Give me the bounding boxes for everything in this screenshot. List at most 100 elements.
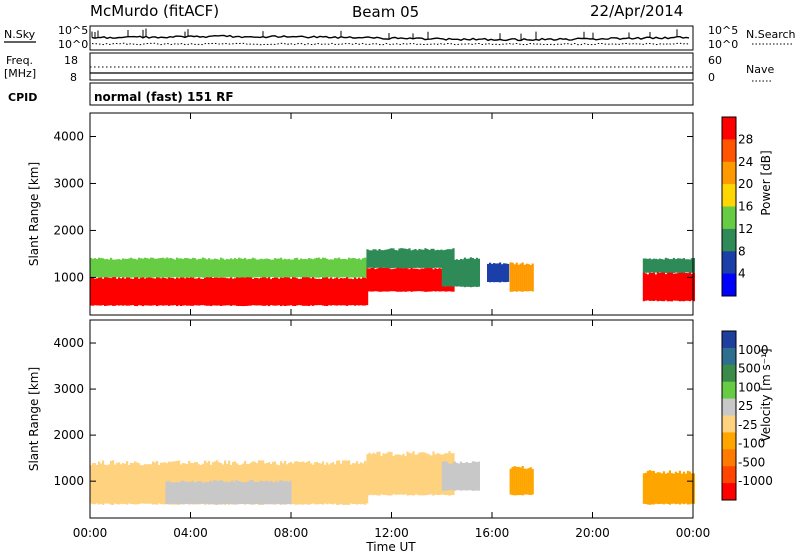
heatmap-cell (414, 249, 417, 269)
heatmap-cell (90, 258, 93, 278)
heatmap-cell (646, 258, 649, 273)
heatmap-cell (690, 258, 693, 273)
heatmap-cell (662, 271, 665, 302)
heatmap-cell (686, 259, 689, 273)
colorbar-swatch (722, 466, 736, 484)
heatmap-cell (264, 258, 267, 278)
heatmap-cell (232, 278, 235, 306)
heatmap-cell (260, 277, 263, 306)
y-tick-label: 1000 (53, 270, 84, 284)
heatmap-cell (416, 250, 419, 268)
heatmap-cell (287, 482, 290, 504)
heatmap-cell (380, 250, 383, 268)
heatmap-cell (509, 262, 512, 292)
heatmap-cell (670, 271, 673, 302)
heatmap-cell (272, 277, 275, 306)
heatmap-cell (674, 273, 677, 301)
heatmap-cell (342, 259, 345, 278)
colorbar-tick-label: -500 (738, 455, 765, 469)
noise-tick-right-low: 10^0 (708, 38, 738, 51)
heatmap-cell (467, 258, 470, 287)
heatmap-cell (461, 463, 464, 491)
heatmap-cell (519, 263, 522, 292)
heatmap-cell (426, 267, 429, 292)
nsearch-label: N.Search (746, 28, 796, 41)
heatmap-cell (654, 473, 657, 504)
heatmap-cell (225, 481, 228, 505)
heatmap-cell (358, 258, 361, 278)
heatmap-cell (308, 258, 311, 278)
heatmap-cell (130, 257, 133, 278)
heatmap-cell (254, 278, 257, 306)
heatmap-cell (370, 267, 373, 292)
heatmap-cell (692, 473, 695, 504)
heatmap-cell (660, 272, 663, 302)
heatmap-cell (224, 277, 227, 306)
heatmap-cell (240, 258, 243, 278)
colorbar-frame (721, 330, 737, 501)
heatmap-cell (289, 480, 292, 505)
heatmap-cell (156, 258, 159, 278)
heatmap-cell (670, 259, 673, 273)
heatmap-cell (656, 472, 659, 505)
heatmap-cell (442, 250, 445, 268)
heatmap-cell (142, 275, 145, 307)
heatmap-cell (126, 277, 129, 306)
heatmap-cell (497, 263, 500, 283)
x-tick-label: 08:00 (274, 526, 309, 540)
heatmap-cell (376, 250, 379, 268)
heatmap-cell (384, 249, 387, 268)
heatmap-cell (686, 470, 689, 505)
heatmap-cell (340, 277, 343, 306)
heatmap-cell (424, 452, 427, 496)
heatmap-cell (185, 482, 188, 504)
heatmap-cell (650, 470, 653, 505)
heatmap-cell (237, 481, 240, 505)
heatmap-cell (336, 460, 339, 505)
heatmap-cell (380, 456, 383, 495)
heatmap-cell (214, 258, 217, 278)
heatmap-cell (230, 276, 233, 306)
heatmap-cell (312, 464, 315, 504)
heatmap-cell (424, 248, 427, 269)
heatmap-cell (178, 278, 181, 306)
heatmap-cell (144, 278, 147, 306)
colorbar-swatch (722, 331, 736, 349)
heatmap-cell (130, 278, 133, 306)
heatmap-cell (200, 258, 203, 278)
heatmap-cell (154, 278, 157, 306)
heatmap-cell (194, 258, 197, 278)
heatmap-cell (447, 463, 450, 491)
heatmap-cell (372, 452, 375, 496)
heatmap-cell (254, 258, 257, 278)
heatmap-cell (118, 462, 121, 505)
heatmap-cell (390, 269, 393, 292)
heatmap-cell (132, 258, 135, 278)
heatmap-cell (459, 461, 462, 491)
heatmap-cell (233, 482, 236, 504)
heatmap-cell (432, 451, 435, 496)
heatmap-cell (404, 267, 407, 292)
heatmap-cell (173, 482, 176, 504)
heatmap-cell (332, 259, 335, 278)
heatmap-cell (523, 468, 526, 495)
heatmap-cell (224, 259, 227, 278)
heatmap-cell (150, 464, 153, 504)
freq-tick-low: 8 (70, 71, 77, 84)
heatmap-cell (192, 276, 195, 306)
y-tick-label: 2000 (53, 428, 84, 442)
heatmap-cell (244, 276, 247, 306)
heatmap-cell (234, 258, 237, 278)
heatmap-cell (370, 454, 373, 495)
heatmap-cell (202, 257, 205, 278)
noise-tick-left-high: 10^5 (58, 24, 88, 37)
heatmap-cell (285, 480, 288, 505)
heatmap-cell (416, 454, 419, 495)
heatmap-cell (354, 277, 357, 306)
heatmap-cell (102, 278, 105, 306)
heatmap-cell (144, 464, 147, 504)
heatmap-cell (304, 462, 307, 505)
heatmap-cell (682, 271, 685, 302)
heatmap-cell (664, 473, 667, 504)
heatmap-cell (176, 257, 179, 278)
